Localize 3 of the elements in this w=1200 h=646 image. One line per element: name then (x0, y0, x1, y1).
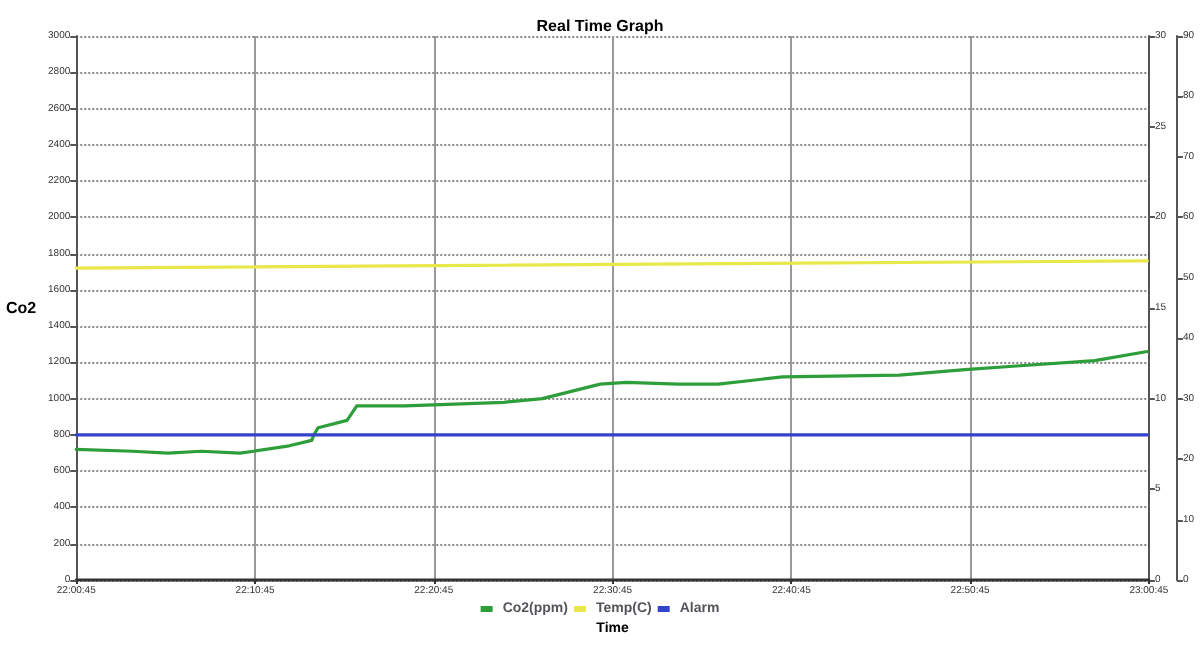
y-axis-title: Co2 (5, 299, 38, 317)
chart-title: Real Time Graph (536, 17, 664, 35)
line-series (74, 349, 1149, 455)
